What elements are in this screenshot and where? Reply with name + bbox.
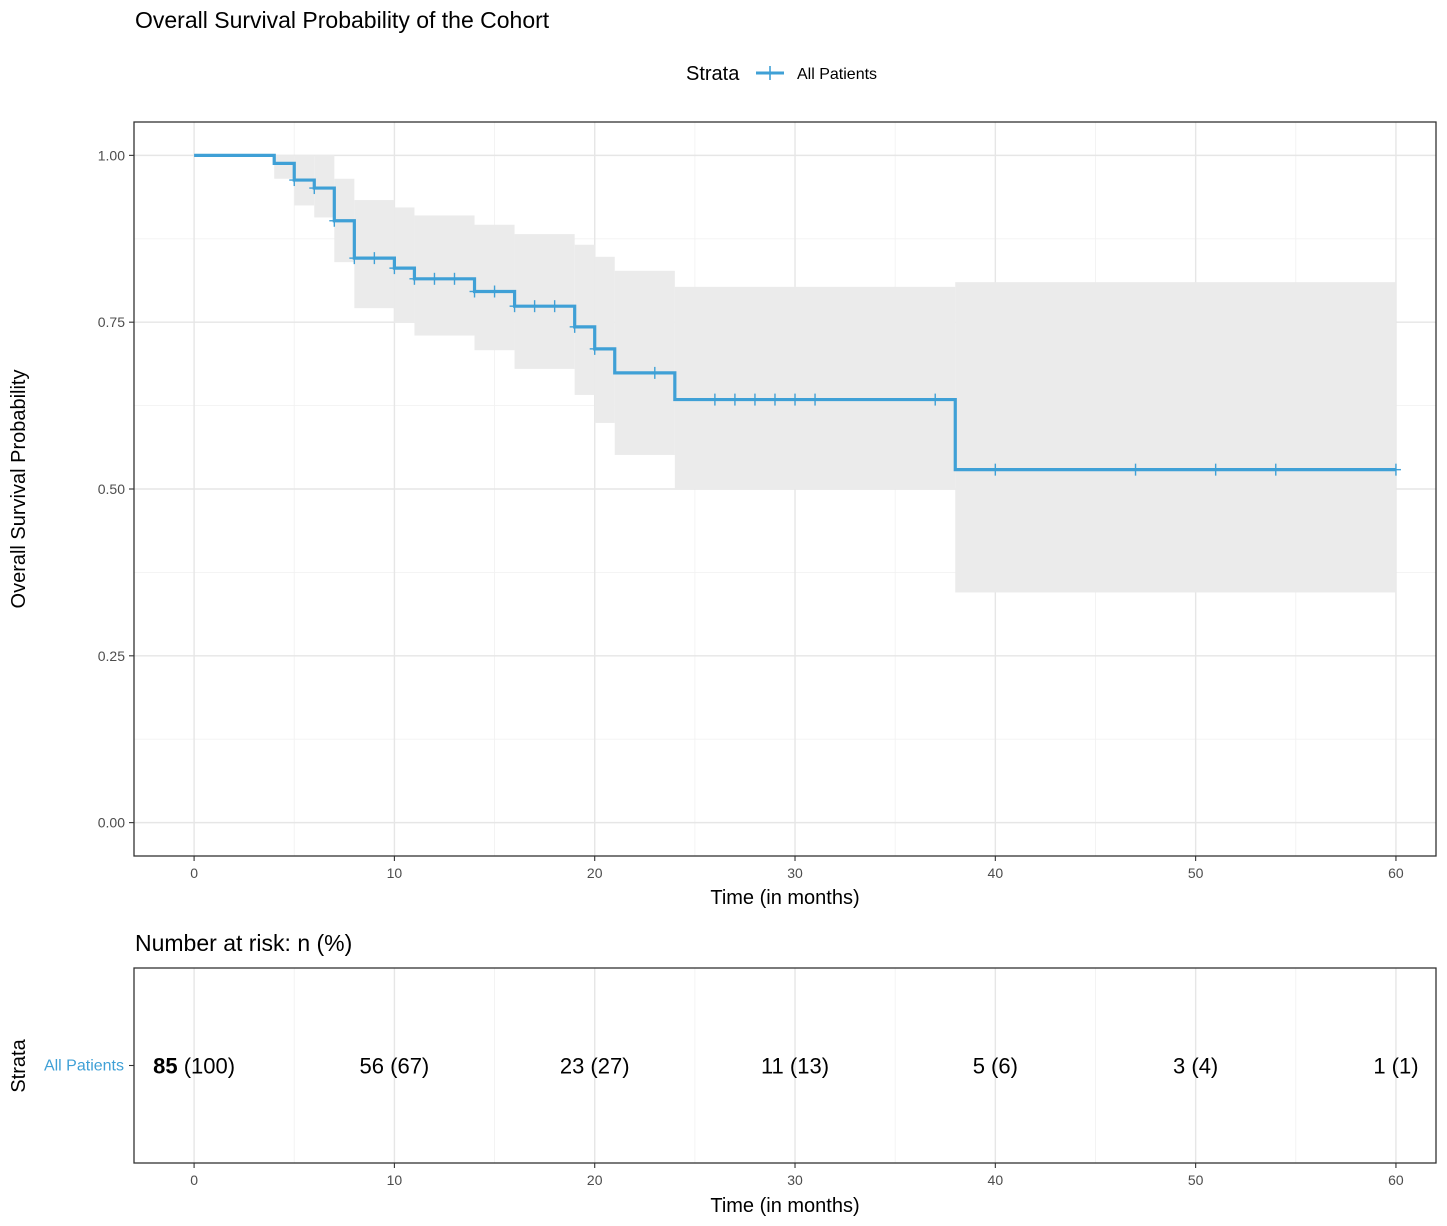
x-tick-label: 50	[1188, 865, 1204, 881]
chart-title: Overall Survival Probability of the Coho…	[135, 7, 550, 33]
risk-grid	[193, 968, 1397, 1163]
risk-y-axis: All Patients	[44, 1058, 134, 1075]
risk-count: 3	[1173, 1054, 1185, 1079]
risk-x-tick-label: 20	[587, 1172, 603, 1188]
survival-plot-panel: 0.00 0.25 0.50 0.75 1.00 0 10 20 30 40 50 60	[98, 121, 1437, 881]
ci-segment	[594, 256, 615, 423]
y-axis: 0.00 0.25 0.50 0.75 1.00	[98, 147, 134, 831]
risk-percent: (13)	[784, 1054, 829, 1079]
y-tick-label: 1.00	[98, 147, 125, 163]
risk-count: 23	[560, 1054, 584, 1079]
risk-x-tick-label: 60	[1388, 1172, 1404, 1188]
risk-percent: (6)	[985, 1054, 1018, 1079]
risk-table-panel: 85 (100) 56 (67) 23 (27) 11 (13) 5 (6) 3 (4) 1…	[44, 967, 1437, 1188]
ci-segment	[614, 270, 675, 455]
ci-segment	[574, 244, 595, 395]
x-tick-label: 20	[587, 865, 603, 881]
ci-segment	[674, 286, 956, 489]
confidence-band	[274, 155, 1396, 593]
risk-x-tick-label: 40	[988, 1172, 1004, 1188]
risk-x-tick-label: 50	[1188, 1172, 1204, 1188]
risk-x-axis-title: Time (in months)	[710, 1195, 859, 1217]
risk-y-axis-title: Strata	[8, 1038, 30, 1092]
y-tick-label: 0.00	[98, 815, 125, 831]
x-tick-label: 0	[190, 865, 198, 881]
ci-segment	[394, 207, 415, 323]
risk-value-cell: 11 (13)	[761, 1054, 829, 1079]
risk-percent: (100)	[178, 1054, 235, 1079]
risk-percent: (67)	[384, 1054, 429, 1079]
risk-row-label: All Patients	[44, 1058, 124, 1075]
risk-value-cell: 1 (1)	[1373, 1054, 1418, 1079]
legend-key	[756, 66, 784, 80]
risk-table-title: Number at risk: n (%)	[135, 930, 352, 956]
legend-title: Strata	[686, 63, 740, 85]
x-tick-label: 30	[787, 865, 803, 881]
y-axis-title: Overall Survival Probability	[8, 370, 30, 609]
risk-value-cell: 5 (6)	[973, 1054, 1018, 1079]
x-tick-label: 40	[988, 865, 1004, 881]
risk-count: 1	[1373, 1054, 1385, 1079]
legend-label-all-patients: All Patients	[797, 66, 877, 83]
risk-count: 5	[973, 1054, 985, 1079]
risk-count: 56	[360, 1054, 384, 1079]
censor-marks	[289, 174, 1401, 476]
risk-value-cell: 56 (67)	[360, 1054, 430, 1079]
y-tick-label: 0.75	[98, 314, 125, 330]
ci-segment	[314, 155, 335, 218]
ci-segment	[514, 234, 575, 369]
ci-segment	[414, 215, 475, 336]
risk-value-cell: 3 (4)	[1173, 1054, 1218, 1079]
risk-percent: (1)	[1386, 1054, 1419, 1079]
x-tick-label: 10	[387, 865, 403, 881]
risk-percent: (27)	[584, 1054, 629, 1079]
survival-curve	[194, 153, 1396, 472]
risk-x-tick-label: 0	[190, 1172, 198, 1188]
x-axis-title: Time (in months)	[710, 887, 859, 909]
risk-x-tick-label: 30	[787, 1172, 803, 1188]
y-tick-label: 0.25	[98, 648, 125, 664]
survival-step-line	[194, 153, 1396, 472]
x-tick-label: 60	[1388, 865, 1404, 881]
risk-count: 85	[153, 1054, 177, 1079]
ci-segment	[274, 155, 295, 179]
risk-x-axis: 0 10 20 30 40 50 60	[190, 1163, 1404, 1188]
risk-value-cell: 23 (27)	[560, 1054, 630, 1079]
risk-x-tick-label: 10	[387, 1172, 403, 1188]
ci-segment	[955, 282, 1396, 593]
risk-value-cell: 85 (100)	[153, 1054, 235, 1079]
x-axis: 0 10 20 30 40 50 60	[190, 856, 1404, 881]
risk-count: 11	[761, 1054, 784, 1079]
y-tick-label: 0.50	[98, 481, 125, 497]
legend: Strata All Patients	[686, 63, 877, 85]
risk-values: 85 (100) 56 (67) 23 (27) 11 (13) 5 (6) 3 (4) 1…	[153, 1054, 1418, 1079]
risk-percent: (4)	[1185, 1054, 1218, 1079]
